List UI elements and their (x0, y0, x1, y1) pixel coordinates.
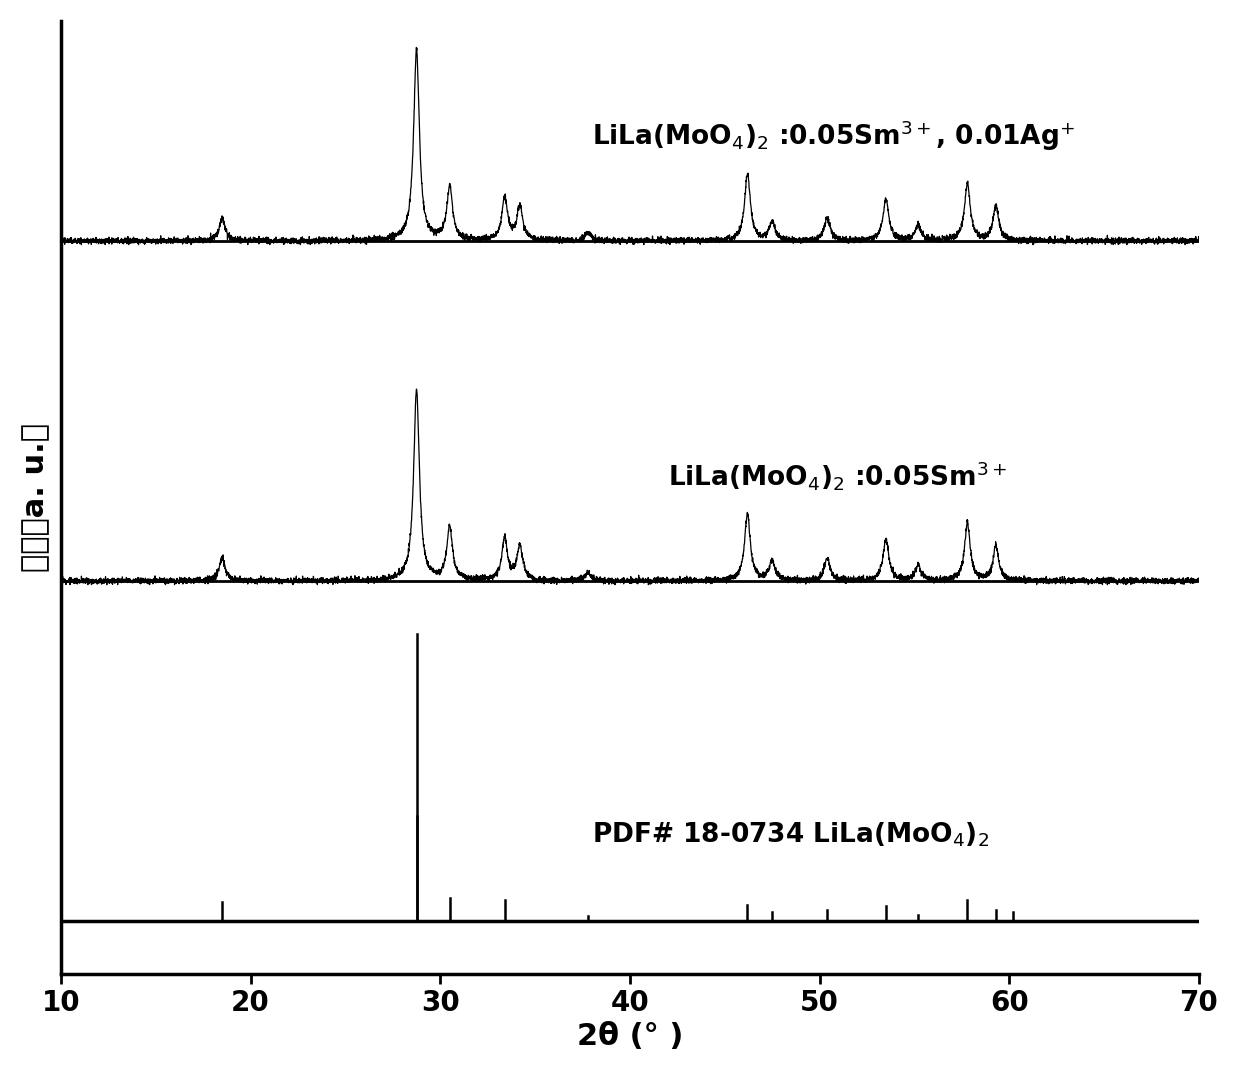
Text: LiLa(MoO$_4$)$_2$ :0.05Sm$^{3+}$: LiLa(MoO$_4$)$_2$ :0.05Sm$^{3+}$ (668, 459, 1007, 492)
X-axis label: 2θ (° ): 2θ (° ) (576, 1023, 683, 1052)
Y-axis label: 强度（a. u.）: 强度（a. u.） (21, 423, 50, 572)
Text: PDF# 18-0734 LiLa(MoO$_4$)$_2$: PDF# 18-0734 LiLa(MoO$_4$)$_2$ (592, 820, 989, 849)
Text: LiLa(MoO$_4$)$_2$ :0.05Sm$^{3+}$, 0.01Ag$^{+}$: LiLa(MoO$_4$)$_2$ :0.05Sm$^{3+}$, 0.01Ag… (592, 118, 1075, 153)
